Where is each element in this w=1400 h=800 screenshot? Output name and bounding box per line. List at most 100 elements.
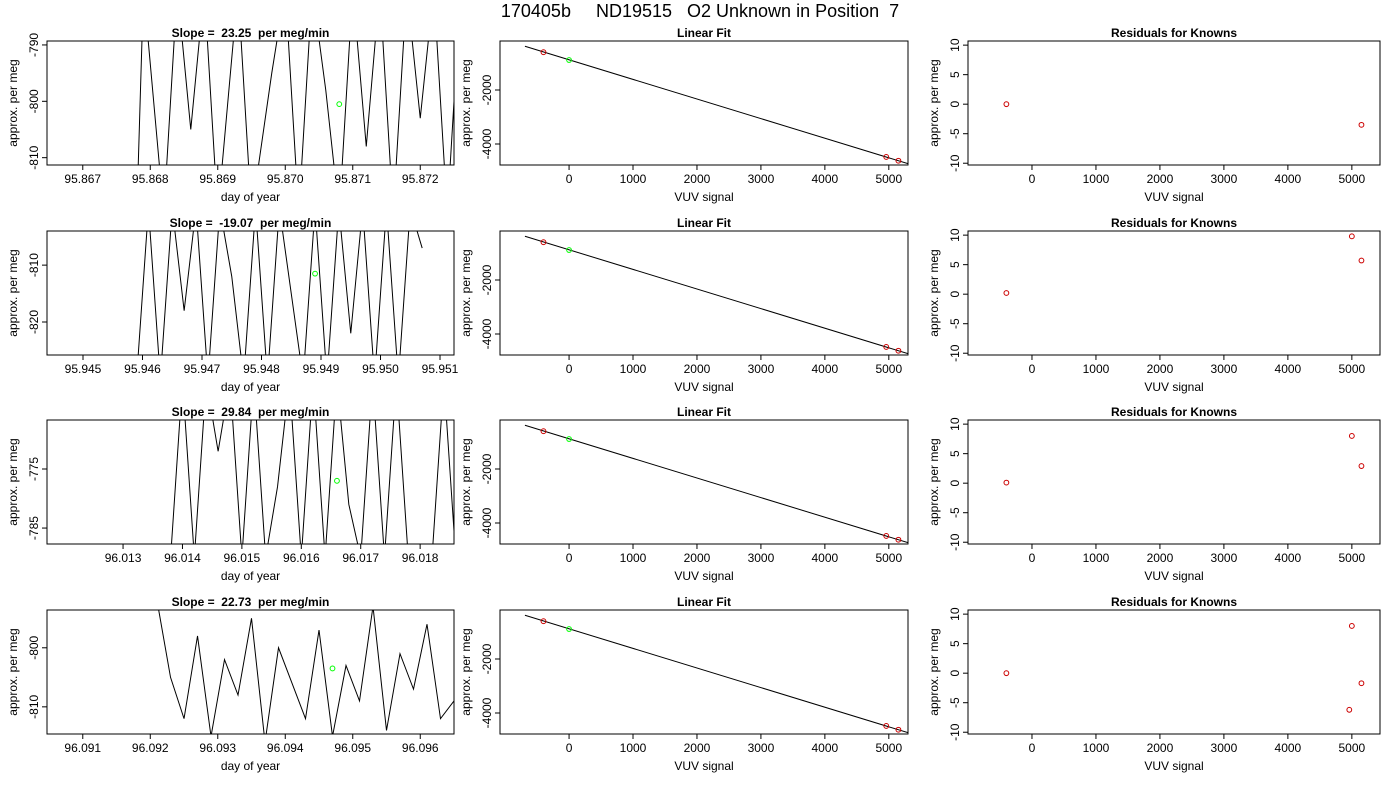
plot-frame (46, 609, 455, 735)
x-tick-label: 3000 (748, 741, 775, 755)
plot-frame (967, 419, 1381, 545)
x-tick-label: 2000 (684, 741, 711, 755)
x-tick-label: 95.945 (65, 362, 102, 376)
data-point (883, 344, 890, 350)
panel: Linear Fit VUV signal approx. per meg 0 1000… (459, 26, 909, 204)
x-tick-label: 2000 (1147, 172, 1174, 186)
x-axis-label: day of year (221, 190, 280, 204)
x-tick-label: 5000 (1338, 741, 1365, 755)
x-tick-label: 95.948 (243, 362, 280, 376)
panel-title: Linear Fit (677, 216, 731, 230)
data-point (883, 533, 890, 539)
panel-title: Residuals for Knowns (1111, 405, 1237, 419)
x-tick-label: 1000 (620, 551, 647, 565)
y-axis-label: approx. per meg (927, 249, 941, 336)
x-tick-label: 95.951 (422, 362, 459, 376)
x-tick-label: 1000 (620, 741, 647, 755)
y-tick-label: 10 (948, 417, 962, 431)
plot-area (524, 614, 908, 734)
x-tick-label: 2000 (1147, 362, 1174, 376)
x-tick-label: 0 (566, 551, 573, 565)
y-tick-label: -5 (948, 128, 962, 139)
x-tick-label: 95.867 (64, 172, 101, 186)
y-axis-label: approx. per meg (459, 249, 473, 336)
x-tick-label: 5000 (875, 362, 902, 376)
x-tick-label: 2000 (1147, 741, 1174, 755)
plot-area (524, 45, 908, 165)
panel-title: Slope = 22.73 per meg/min (172, 595, 330, 609)
data-point (540, 618, 547, 625)
data-point (1348, 233, 1355, 240)
x-tick-label: 1000 (1083, 551, 1110, 565)
data-point (1003, 290, 1010, 296)
data-point (1358, 463, 1365, 469)
data-line (137, 41, 454, 165)
x-tick-label: 95.869 (199, 172, 236, 186)
x-tick-label: 1000 (1083, 362, 1110, 376)
x-axis-label: VUV signal (674, 380, 733, 394)
x-tick-label: 95.872 (402, 172, 439, 186)
x-tick-label: 0 (1029, 741, 1036, 755)
x-tick-label: 4000 (1275, 172, 1302, 186)
panel-title: Slope = 23.25 per meg/min (172, 26, 330, 40)
x-tick-label: 0 (1029, 172, 1036, 186)
panel: Residuals for Knowns VUV signal approx. pe… (927, 405, 1381, 583)
y-tick-label: -790 (27, 33, 41, 57)
data-line (170, 420, 454, 544)
x-tick-label: 1000 (620, 362, 647, 376)
panel-title: Linear Fit (677, 405, 731, 419)
panel-title: Linear Fit (677, 26, 731, 40)
x-tick-label: 96.095 (334, 741, 371, 755)
data-line (524, 235, 908, 355)
plot-frame (46, 419, 455, 545)
y-tick-label: -10 (948, 344, 962, 362)
y-tick-label: -2000 (480, 643, 494, 674)
data-point (540, 428, 547, 435)
x-tick-label: 96.091 (64, 741, 101, 755)
y-axis-label: approx. per meg (6, 249, 20, 336)
data-point (895, 536, 902, 543)
x-tick-label: 95.946 (124, 362, 161, 376)
x-tick-label: 4000 (1275, 362, 1302, 376)
y-axis-label: approx. per meg (459, 628, 473, 715)
y-tick-label: 5 (948, 640, 962, 647)
x-tick-label: 5000 (1338, 551, 1365, 565)
y-tick-label: 0 (948, 480, 962, 487)
data-point (566, 436, 572, 442)
plot-frame (46, 40, 455, 166)
data-point (540, 239, 547, 246)
y-tick-label: -4000 (480, 318, 494, 349)
x-tick-label: 96.017 (342, 551, 379, 565)
data-point (895, 157, 902, 164)
x-axis-label: VUV signal (1144, 190, 1203, 204)
y-tick-label: -2000 (480, 453, 494, 484)
x-tick-label: 5000 (1338, 362, 1365, 376)
x-tick-label: 3000 (1211, 551, 1238, 565)
data-point (540, 49, 547, 56)
x-tick-label: 5000 (875, 172, 902, 186)
panel-title: Residuals for Knowns (1111, 26, 1237, 40)
y-tick-label: -800 (27, 635, 41, 659)
y-axis-label: approx. per meg (927, 628, 941, 715)
plot-frame (499, 230, 909, 356)
plot-area (158, 610, 454, 734)
data-point (566, 626, 572, 632)
plot-frame (967, 40, 1381, 166)
y-tick-label: -10 (948, 723, 962, 741)
data-point (1358, 680, 1365, 687)
x-tick-label: 5000 (875, 551, 902, 565)
panel: Linear Fit VUV signal approx. per meg 0 1000… (459, 216, 909, 394)
panel: Slope = 29.84 per meg/min day of year appr… (6, 405, 455, 583)
plot-frame (967, 609, 1381, 735)
x-tick-label: 2000 (684, 172, 711, 186)
y-tick-label: 5 (948, 71, 962, 78)
y-tick-label: 0 (948, 670, 962, 677)
x-tick-label: 95.870 (267, 172, 304, 186)
x-tick-label: 96.094 (267, 741, 304, 755)
data-point (1003, 479, 1010, 486)
x-tick-label: 96.093 (199, 741, 236, 755)
x-tick-label: 0 (1029, 362, 1036, 376)
plot-frame (499, 419, 909, 545)
data-point (334, 477, 340, 484)
panel: Linear Fit VUV signal approx. per meg 0 1000… (459, 405, 909, 583)
